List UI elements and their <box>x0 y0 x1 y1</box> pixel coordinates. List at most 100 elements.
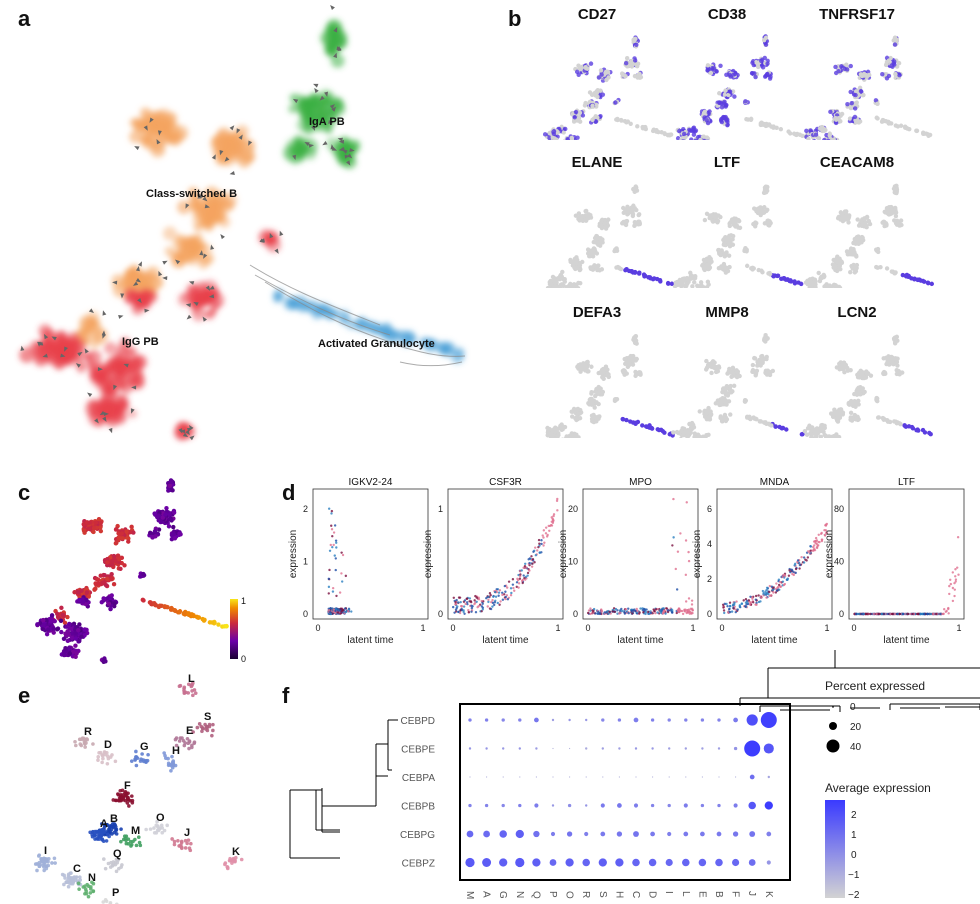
cluster-cell <box>117 866 121 871</box>
latent-time-cell <box>124 529 129 534</box>
velocity-arrow <box>131 385 137 390</box>
umap-cell <box>713 401 719 406</box>
cluster-cell <box>186 682 191 687</box>
velocity-arrow <box>229 125 235 131</box>
dot-cebpg-g <box>499 830 507 838</box>
umap-cell <box>760 357 765 362</box>
label-iga-pb: IgA PB <box>309 116 345 128</box>
latent-time-cell <box>177 531 182 536</box>
dot-cebpb-n <box>518 803 522 808</box>
umap-cell <box>693 138 698 140</box>
cluster-cell <box>89 885 93 889</box>
dot-cebpb-f <box>733 803 738 808</box>
dot-cebpd-n <box>518 718 522 722</box>
umap-cell <box>596 416 601 421</box>
velocity-arrow <box>182 432 189 438</box>
umap-cell <box>875 116 880 121</box>
umap-cell <box>624 417 629 423</box>
dot-cebpd-o <box>568 718 571 722</box>
dot-cebpa-o <box>569 776 571 778</box>
cluster-cell <box>96 829 101 834</box>
latent-time-cell <box>116 553 121 558</box>
cluster-cell <box>83 884 87 889</box>
umap-cell <box>617 265 622 271</box>
dot-cebpg-i <box>667 831 672 837</box>
umap-cell <box>573 109 579 115</box>
umap-cell <box>753 74 758 80</box>
umap-cell <box>764 354 769 360</box>
umap-cell <box>897 223 902 228</box>
umap-cell <box>837 285 843 288</box>
umap-cell <box>806 136 811 140</box>
latent-time-cell <box>131 530 136 535</box>
latent-time-cell <box>73 654 78 660</box>
umap-cell <box>576 211 582 216</box>
cluster-cell <box>152 826 156 830</box>
latent-time-cell <box>44 632 50 637</box>
umap-cell <box>318 97 334 113</box>
umap-cell <box>629 60 634 66</box>
latent-time-cell <box>109 559 115 564</box>
dot-cebpa-i <box>668 776 670 778</box>
umap-cell <box>922 279 927 284</box>
umap-cell <box>647 275 653 280</box>
velocity-arrow <box>149 117 154 123</box>
latent-time-cell <box>112 601 117 606</box>
umap-cell <box>175 233 185 243</box>
umap-cell <box>597 221 603 227</box>
umap-cell <box>889 354 894 360</box>
velocity-arrow <box>108 427 113 434</box>
latent-time-cell <box>77 638 82 644</box>
velocity-arrow <box>180 429 186 434</box>
umap-cell <box>450 350 465 364</box>
umap-cell <box>724 402 729 407</box>
dot-cebpb-c <box>633 803 639 808</box>
umap-cell <box>130 271 144 285</box>
umap-cell <box>204 309 215 320</box>
umap-cell <box>698 283 704 288</box>
cluster-label-c: C <box>73 863 81 875</box>
umap-cell <box>704 365 710 370</box>
cluster-cell <box>182 743 187 748</box>
velocity-arrow <box>197 193 202 199</box>
umap-cell <box>90 371 106 387</box>
umap-cell <box>796 280 801 285</box>
umap-cell <box>856 223 862 228</box>
velocity-arrow <box>137 297 142 304</box>
dot-cebpb-s <box>600 803 605 808</box>
umap-cell <box>294 295 308 309</box>
umap-cell <box>577 110 583 116</box>
umap-cell <box>545 285 551 288</box>
dot-cebpa-q <box>535 776 537 778</box>
latent-time-cell <box>148 530 153 536</box>
velocity-arrow <box>238 134 243 140</box>
umap-cell <box>728 220 733 225</box>
cluster-cell <box>52 856 57 861</box>
dot-cebpa-l <box>685 776 687 778</box>
umap-cell <box>613 100 618 105</box>
umap-cell <box>202 191 215 204</box>
latent-time-cell <box>76 627 81 633</box>
latent-time-cell <box>51 630 56 635</box>
umap-cell <box>604 77 609 83</box>
umap-cell <box>852 270 858 275</box>
umap-cell <box>730 233 736 239</box>
umap-cell <box>758 58 764 64</box>
umap-cell <box>697 409 702 414</box>
umap-cell <box>848 246 854 251</box>
dot-cebpg-m <box>466 830 474 838</box>
umap-cell <box>562 279 567 284</box>
cluster-cell <box>197 722 202 726</box>
cluster-cell <box>66 872 71 877</box>
latent-time-cell <box>167 483 173 488</box>
cluster-cell <box>172 842 177 847</box>
cluster-label-l: L <box>188 673 195 685</box>
latent-time-cell <box>164 505 169 511</box>
umap-cell <box>750 362 756 368</box>
gene-title-elane: ELANE <box>571 154 623 171</box>
umap-cell <box>708 70 714 76</box>
latent-time-cell <box>151 601 157 606</box>
latent-time-cell <box>48 619 53 624</box>
umap-cell <box>103 341 117 355</box>
umap-cell <box>753 222 758 227</box>
